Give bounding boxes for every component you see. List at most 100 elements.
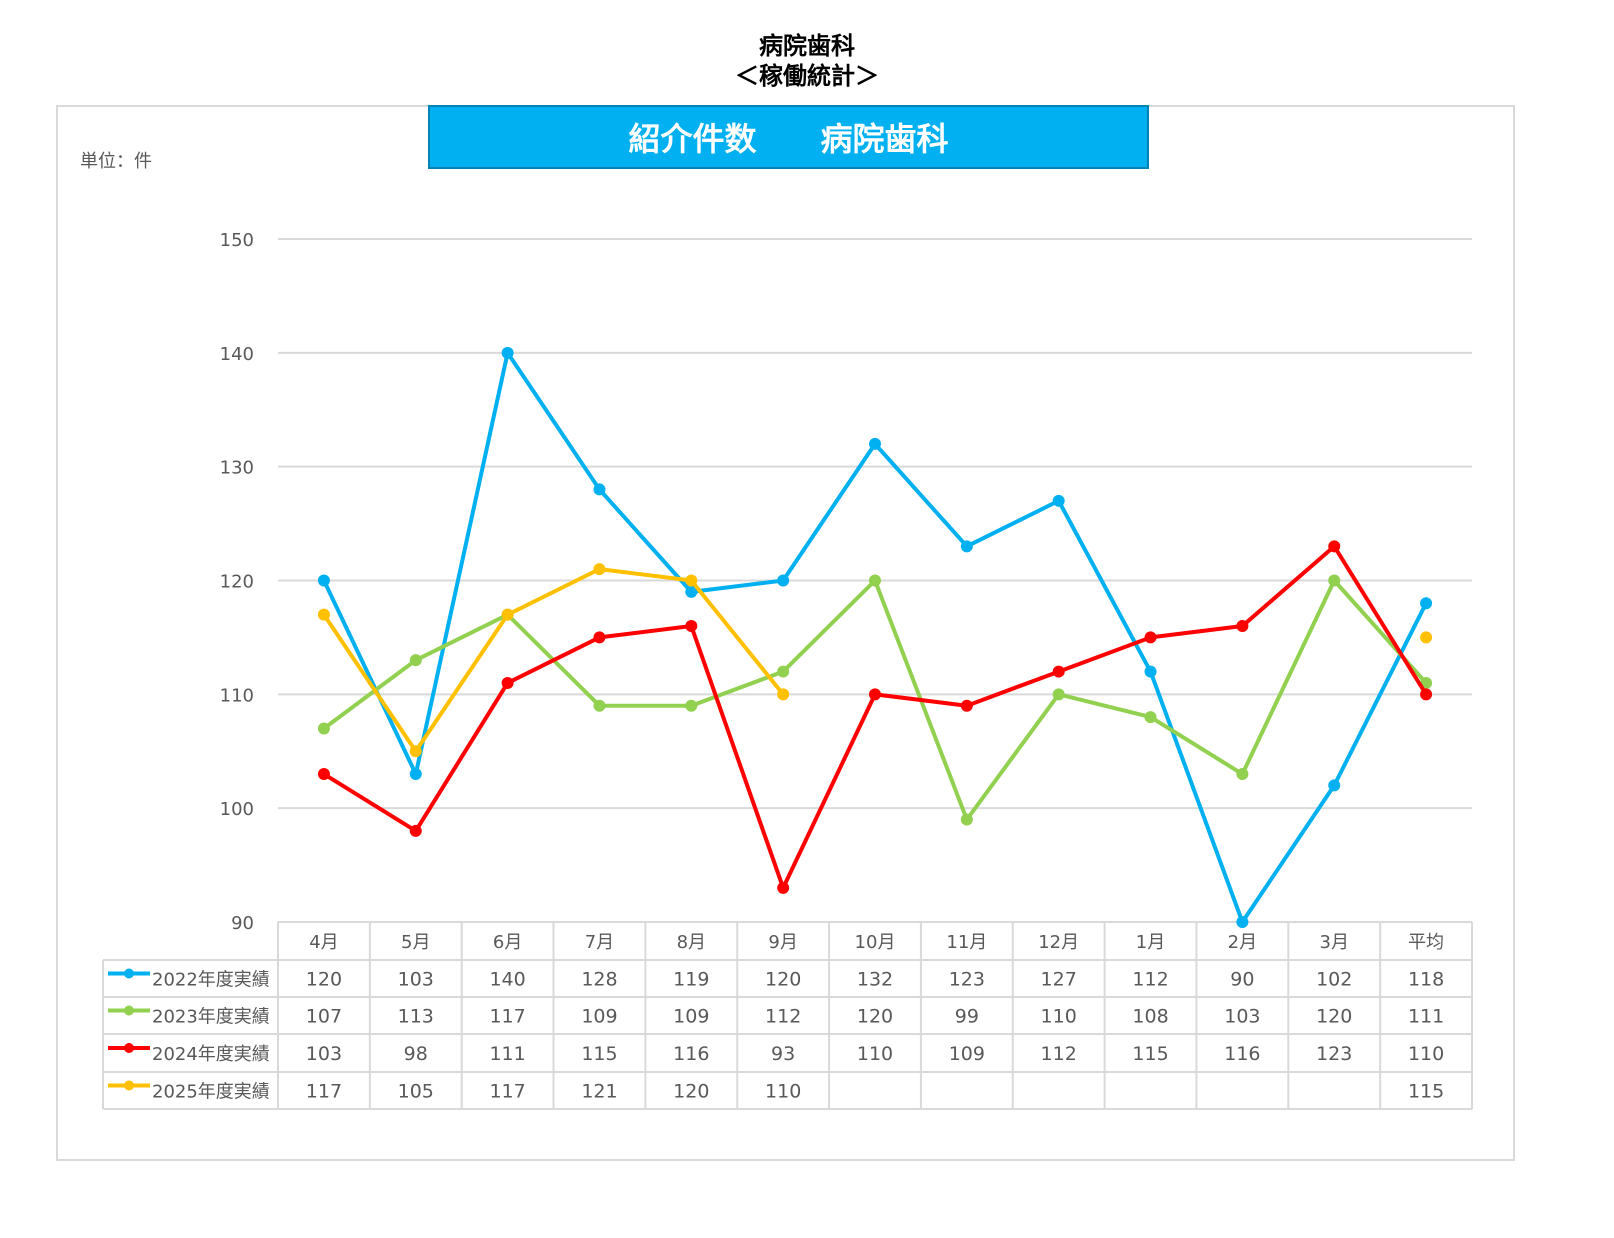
table-cell-value: 120: [765, 969, 801, 991]
table-cell-value: 112: [1132, 969, 1168, 991]
table-cell-value: 140: [489, 969, 525, 991]
data-point: [317, 768, 330, 781]
legend-label: 2023年度実績: [152, 1007, 270, 1028]
data-point: [869, 574, 881, 587]
data-point: [593, 483, 606, 496]
table-cell-value: 111: [1408, 1006, 1444, 1028]
table-cell-value: 103: [306, 1043, 342, 1065]
table-cell-value: 120: [1316, 1006, 1352, 1028]
data-point: [1420, 631, 1433, 644]
legend-marker: [124, 1043, 134, 1053]
table-cell-value: 109: [673, 1006, 709, 1028]
table-cell-value: 105: [398, 1081, 434, 1103]
table-cell-value: 107: [306, 1006, 342, 1028]
table-cell-value: 109: [949, 1043, 985, 1065]
data-point: [1144, 711, 1157, 724]
data-point: [593, 699, 606, 712]
table-cell-value: 90: [1230, 969, 1254, 991]
data-point: [409, 654, 422, 667]
table-cell-value: 109: [581, 1006, 617, 1028]
data-point: [1420, 688, 1433, 701]
data-point: [685, 699, 698, 712]
data-point: [960, 699, 973, 712]
x-category-label: 12月: [1038, 932, 1079, 953]
table-cell-value: 112: [765, 1006, 801, 1028]
data-point: [1052, 688, 1065, 701]
y-tick-label: 150: [220, 230, 254, 251]
data-point: [685, 620, 698, 633]
data-point: [1052, 665, 1065, 678]
x-category-label: 8月: [677, 932, 706, 953]
data-point: [685, 574, 698, 587]
table-cell-value: 99: [955, 1006, 979, 1028]
data-point: [1052, 494, 1065, 507]
table-cell-value: 113: [398, 1006, 434, 1028]
x-category-label: 5月: [401, 932, 430, 953]
data-point: [1144, 631, 1157, 644]
unit-label: 単位：件: [80, 151, 152, 172]
table-cell-value: 110: [857, 1043, 893, 1065]
data-point: [869, 437, 881, 450]
table-cell-value: 110: [1041, 1006, 1077, 1028]
x-category-label: 4月: [309, 932, 338, 953]
table-cell-value: 103: [1224, 1006, 1260, 1028]
data-point: [409, 768, 422, 781]
legend-marker: [124, 968, 134, 979]
series-line: [322, 567, 785, 754]
data-point: [960, 813, 973, 826]
table-cell-value: 115: [1132, 1043, 1168, 1065]
table-cell-value: 112: [1041, 1043, 1077, 1065]
data-point: [1236, 620, 1249, 633]
data-point: [409, 824, 422, 837]
table-cell-value: 98: [404, 1043, 428, 1065]
data-point: [501, 608, 514, 621]
table-cell-value: 118: [1408, 969, 1444, 991]
table-cell-value: 120: [673, 1081, 709, 1103]
table-cell-value: 123: [949, 969, 985, 991]
table-cell-value: 119: [673, 969, 709, 991]
data-point: [777, 665, 790, 678]
data-point: [1328, 574, 1341, 587]
data-point: [777, 574, 790, 587]
table-cell-value: 121: [581, 1081, 617, 1103]
x-category-label: 2月: [1228, 932, 1257, 953]
table-cell-value: 117: [489, 1081, 525, 1103]
table-cell-value: 117: [489, 1006, 525, 1028]
table-cell-value: 103: [398, 969, 434, 991]
x-category-label: 6月: [493, 932, 522, 953]
table-cell-value: 93: [771, 1043, 795, 1065]
data-point: [501, 346, 514, 359]
series-line: [322, 544, 1428, 890]
data-point: [501, 676, 514, 689]
page-subtitle: ＜稼働統計＞: [735, 62, 879, 90]
data-point: [409, 745, 422, 758]
table-cell-value: 102: [1316, 969, 1352, 991]
legend-label: 2025年度実績: [152, 1082, 270, 1103]
table-cell-value: 115: [1408, 1081, 1444, 1103]
table-cell-value: 120: [857, 1006, 893, 1028]
y-tick-label: 110: [220, 685, 254, 706]
y-tick-label: 100: [220, 799, 254, 820]
data-point: [1236, 768, 1249, 781]
y-tick-label: 140: [220, 344, 254, 365]
legend-label: 2024年度実績: [152, 1044, 270, 1065]
x-category-label: 平均: [1408, 932, 1444, 953]
data-point: [960, 540, 973, 553]
x-category-label: 3月: [1320, 932, 1349, 953]
y-tick-label: 120: [220, 572, 254, 593]
data-point: [317, 722, 330, 735]
data-point: [1420, 597, 1433, 610]
data-point: [777, 881, 790, 894]
x-category-label: 10月: [855, 932, 896, 953]
y-tick-label: 130: [220, 458, 254, 479]
page-title: 病院歯科: [759, 32, 855, 60]
x-category-label: 7月: [585, 932, 614, 953]
data-point: [1328, 540, 1341, 553]
data-point: [1328, 779, 1341, 792]
table-cell-value: 115: [581, 1043, 617, 1065]
table-cell-value: 108: [1132, 1006, 1168, 1028]
data-point: [1144, 665, 1157, 678]
table-cell-value: 110: [1408, 1043, 1444, 1065]
data-point: [317, 608, 330, 621]
